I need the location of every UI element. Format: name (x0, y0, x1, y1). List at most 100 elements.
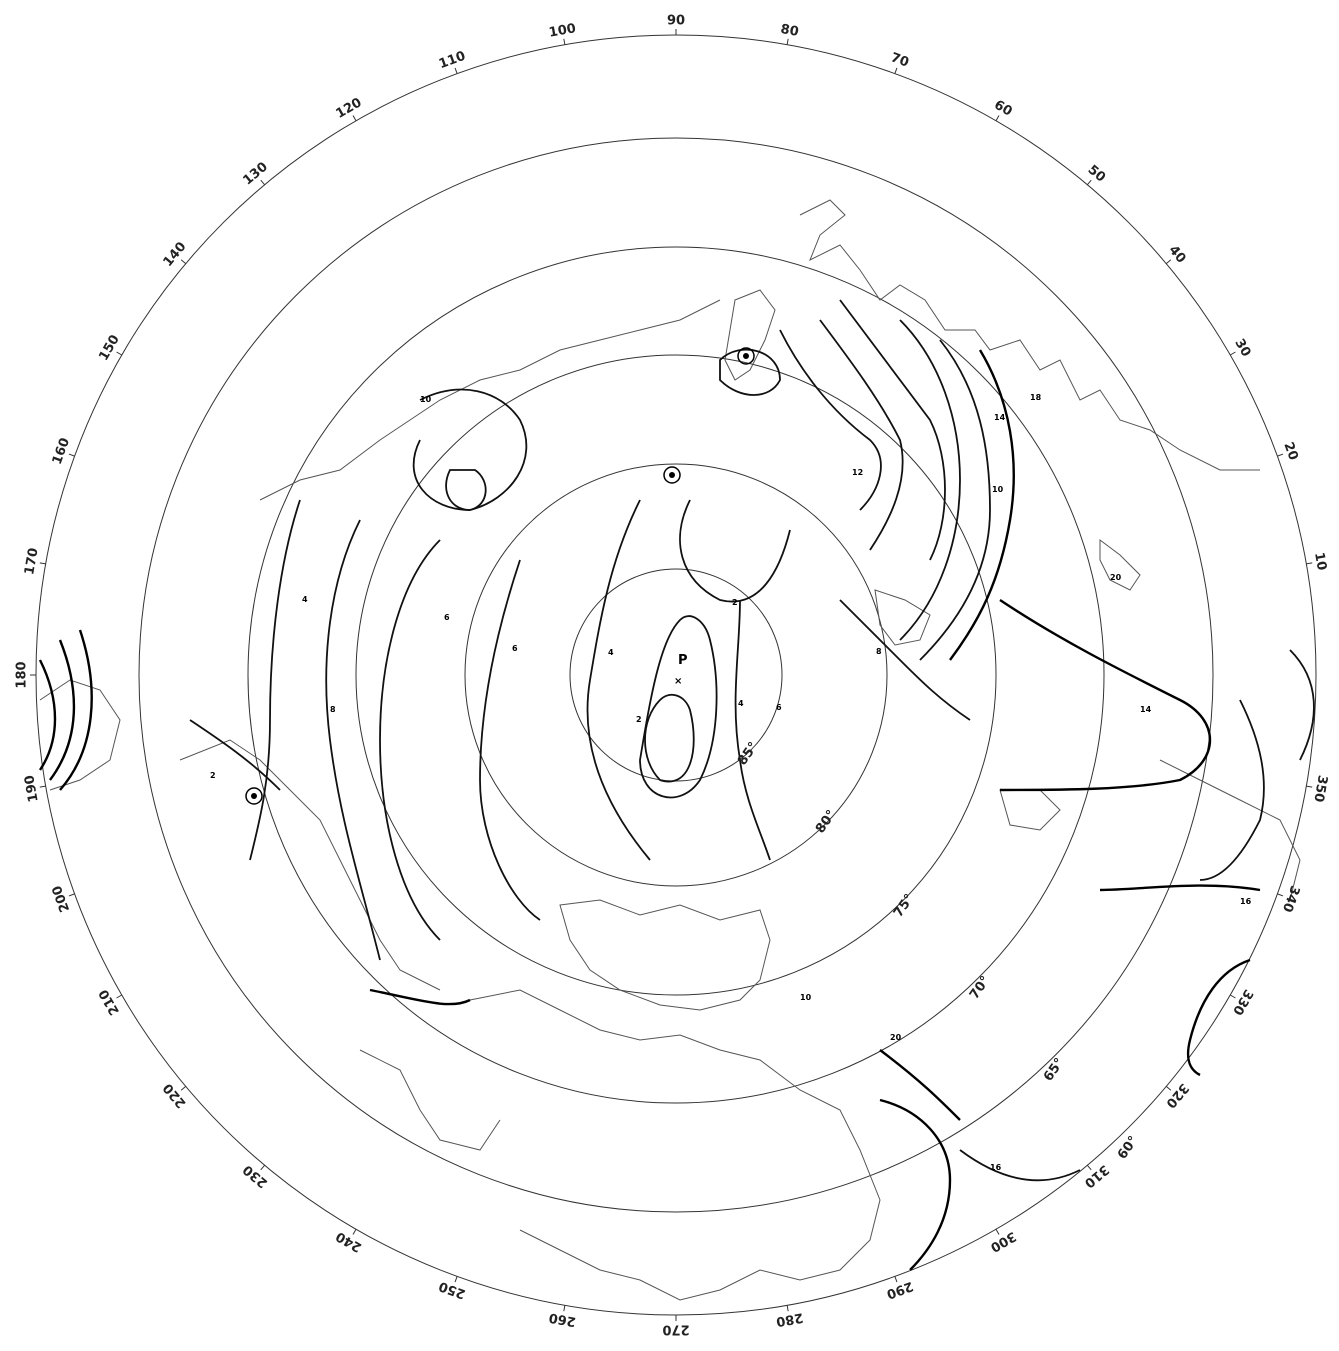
longitude-tick (1306, 785, 1313, 788)
coastline-scandinavia (1099, 539, 1141, 591)
stations (245, 347, 755, 805)
contour-value: 4 (302, 595, 308, 604)
contour-line (379, 539, 441, 941)
coastline-eurasia (799, 199, 1260, 471)
contour-value: 10 (992, 485, 1004, 494)
contour-value: 10 (420, 395, 432, 404)
coastline-chukotka (39, 679, 121, 791)
longitude-label-50: 50 (1085, 162, 1109, 185)
longitude-label-260: 260 (548, 1309, 577, 1328)
station-marker-icon (737, 347, 755, 365)
lat-label-85: 85° (735, 740, 761, 769)
longitude-tick (116, 994, 122, 999)
longitude-label-70: 70 (889, 50, 911, 70)
coastline-svalbard (874, 589, 931, 646)
contour-value: 16 (990, 1163, 1002, 1172)
contour-line (325, 519, 381, 961)
contour-value: 14 (994, 413, 1006, 422)
longitude-label-10: 10 (1311, 551, 1329, 571)
longitude-tick (786, 1305, 789, 1312)
contour-line (719, 348, 781, 396)
lat-circle-60 (35, 34, 1317, 1316)
longitude-label-80: 80 (779, 22, 799, 40)
contour-line (38, 659, 57, 771)
longitude-tick (1165, 1086, 1172, 1091)
lat-circle-75 (355, 354, 997, 996)
longitude-label-180: 180 (15, 661, 30, 688)
contour-line (919, 339, 991, 661)
longitude-tick (260, 179, 265, 186)
longitude-tick (352, 1229, 357, 1235)
contour-line (959, 1149, 1081, 1182)
pole-label: P (678, 653, 688, 668)
longitude-tick (563, 38, 566, 45)
contour-value: 2 (732, 598, 738, 607)
contour-line (59, 629, 93, 791)
contour-line (839, 299, 946, 561)
lat-circle-80 (464, 463, 888, 887)
contour-line (879, 1098, 952, 1271)
longitude-tick (68, 453, 75, 457)
longitude-tick (352, 115, 357, 121)
contour-value: 6 (444, 613, 450, 622)
longitude-label-240: 240 (333, 1228, 364, 1255)
coastlines (39, 199, 1301, 1301)
longitude-label-100: 100 (548, 21, 577, 40)
contour-value: 16 (1240, 897, 1252, 906)
contour-line (1186, 958, 1251, 1077)
longitude-tick (995, 1229, 1000, 1235)
coastline-siberia-east (259, 299, 721, 501)
contour-value: 20 (1110, 573, 1122, 582)
longitude-tick (563, 1305, 566, 1312)
contour-line (1289, 649, 1315, 761)
longitude-tick (1277, 453, 1284, 457)
pole-marker: × (674, 676, 682, 687)
longitude-ticks (30, 29, 1313, 1321)
longitude-label-170: 170 (22, 547, 41, 576)
coastline-iceland (999, 789, 1061, 831)
contour-line (1199, 699, 1265, 881)
contour-line (369, 988, 471, 1006)
longitude-tick (454, 67, 458, 74)
longitude-label-110: 110 (437, 49, 468, 72)
contour-line (899, 319, 961, 641)
longitude-label-340: 340 (1279, 883, 1302, 914)
longitude-tick (1230, 994, 1236, 999)
longitude-label-90: 90 (667, 14, 685, 29)
longitude-label-250: 250 (437, 1278, 468, 1301)
longitude-label-30: 30 (1231, 336, 1253, 359)
longitude-label-280: 280 (775, 1309, 804, 1328)
contour-value: 4 (738, 699, 744, 708)
coastline-hudson (359, 1049, 501, 1151)
longitude-label-270: 270 (662, 1322, 689, 1337)
contour-line (249, 499, 301, 861)
contour-value: 14 (1140, 705, 1152, 714)
contour-value: 12 (852, 468, 863, 477)
longitude-tick (180, 259, 187, 264)
contour-line (999, 599, 1212, 792)
longitude-label-60: 60 (991, 98, 1014, 120)
coastline-europe-south (1159, 759, 1301, 901)
longitude-tick (1277, 893, 1284, 897)
contour-line (479, 559, 541, 921)
contour-line (734, 599, 771, 861)
longitude-tick (1087, 1164, 1092, 1171)
longitude-tick (39, 785, 46, 788)
lat-circle-70 (247, 246, 1105, 1104)
longitude-tick (1165, 259, 1172, 264)
contours (38, 299, 1315, 1271)
contour-value: 18 (1030, 393, 1042, 402)
lat-label-60: 60° (1115, 1134, 1141, 1163)
contour-line (412, 388, 528, 511)
lat-label-65: 65° (1041, 1056, 1067, 1085)
longitude-label-230: 230 (240, 1162, 270, 1191)
coastline-canada (469, 989, 881, 1301)
contour-value: 6 (512, 644, 518, 653)
contour-value: 6 (776, 703, 782, 712)
contour-value: 4 (608, 648, 614, 657)
contour-line (879, 1049, 961, 1121)
longitude-tick (1306, 562, 1313, 565)
longitude-label-320: 320 (1163, 1080, 1192, 1110)
contour-value: 8 (876, 647, 882, 656)
